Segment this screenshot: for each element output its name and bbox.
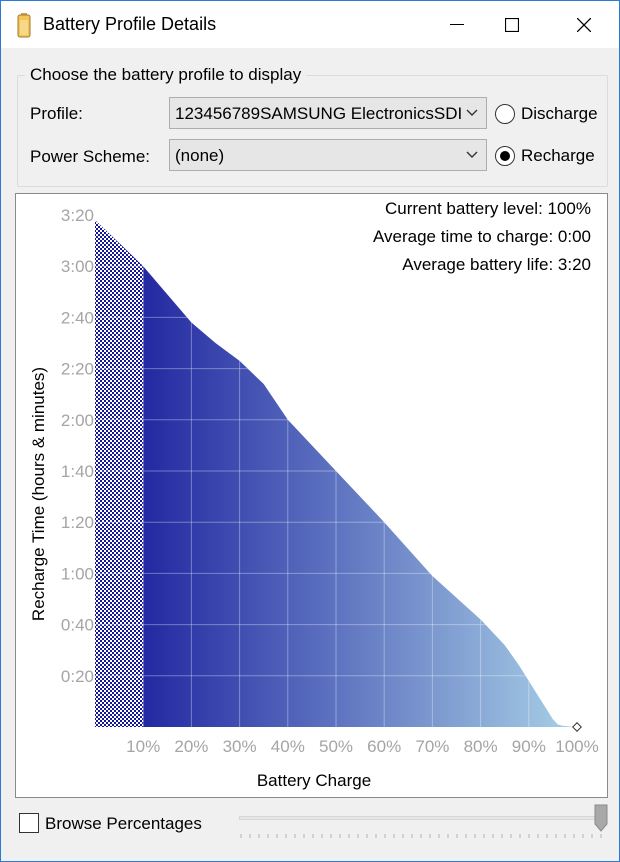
y-axis-title: Recharge Time (hours & minutes): [29, 367, 48, 621]
x-tick-label: 70%: [415, 737, 449, 756]
maximize-button[interactable]: [484, 1, 540, 48]
radio-selected-dot: [499, 150, 510, 161]
x-tick-label: 100%: [555, 737, 598, 756]
close-button[interactable]: [556, 1, 612, 48]
discharge-radio[interactable]: [495, 104, 515, 124]
current-level-marker: [572, 722, 582, 732]
groupbox-legend: Choose the battery profile to display: [25, 65, 307, 85]
x-tick-label: 30%: [223, 737, 257, 756]
unknown-region-checker: [95, 220, 144, 727]
power-scheme-label: Power Scheme:: [30, 147, 150, 166]
recharge-label[interactable]: Recharge: [521, 146, 595, 165]
y-tick-label: 2:40: [61, 308, 94, 327]
avg-battery-life-text: Average battery life: 3:20: [402, 255, 591, 274]
chart-svg: 10% 20% 30% 40% 50% 60% 70% 80% 90% 100% 0:20 0:40 1…: [29, 199, 599, 790]
profile-groupbox: [17, 75, 608, 187]
x-tick-label: 20%: [174, 737, 208, 756]
close-icon: [577, 17, 591, 32]
x-tick-label: 90%: [512, 737, 546, 756]
minimize-icon: [450, 23, 464, 25]
discharge-label[interactable]: Discharge: [521, 104, 598, 123]
x-tick-label: 40%: [271, 737, 305, 756]
minimize-button[interactable]: [429, 1, 485, 48]
y-tick-label: 0:40: [61, 616, 94, 635]
slider-thumb[interactable]: [594, 804, 608, 832]
x-tick-label: 50%: [319, 737, 353, 756]
maximize-icon: [505, 17, 519, 32]
current-level-text: Current battery level: 100%: [385, 199, 591, 218]
y-tick-label: 0:20: [61, 667, 94, 686]
power-scheme-value: (none): [175, 146, 225, 165]
y-tick-label: 3:20: [61, 206, 94, 225]
recharge-radio[interactable]: [495, 146, 515, 166]
percentage-slider-track[interactable]: [239, 816, 603, 820]
power-scheme-dropdown[interactable]: (none): [169, 139, 487, 171]
slider-ticks: [240, 834, 602, 838]
y-tick-label: 1:40: [61, 462, 94, 481]
y-tick-label: 3:00: [61, 257, 94, 276]
recharge-chart: 10% 20% 30% 40% 50% 60% 70% 80% 90% 100% 0:20 0:40 1…: [15, 193, 608, 798]
y-tick-label: 2:20: [61, 360, 94, 379]
window-title: Battery Profile Details: [43, 14, 217, 34]
avg-charge-time-text: Average time to charge: 0:00: [373, 227, 591, 246]
chevron-down-icon: [466, 151, 478, 158]
profile-dropdown[interactable]: 123456789SAMSUNG ElectronicsSDI: [169, 97, 487, 129]
battery-icon: [17, 13, 31, 38]
title-bar: Battery Profile Details: [1, 1, 619, 48]
profile-value: 123456789SAMSUNG ElectronicsSDI: [175, 104, 463, 123]
browse-percentages-label[interactable]: Browse Percentages: [45, 814, 202, 833]
y-tick-label: 1:00: [61, 564, 94, 583]
recharge-area: [95, 220, 577, 727]
x-tick-label: 60%: [367, 737, 401, 756]
profile-label: Profile:: [30, 104, 83, 123]
x-tick-label: 10%: [126, 737, 160, 756]
x-tick-label: 80%: [464, 737, 498, 756]
chevron-down-icon: [466, 109, 478, 116]
y-tick-label: 2:00: [61, 411, 94, 430]
y-tick-label: 1:20: [61, 513, 94, 532]
x-axis-title: Battery Charge: [257, 771, 371, 790]
browse-percentages-checkbox[interactable]: [19, 813, 39, 833]
